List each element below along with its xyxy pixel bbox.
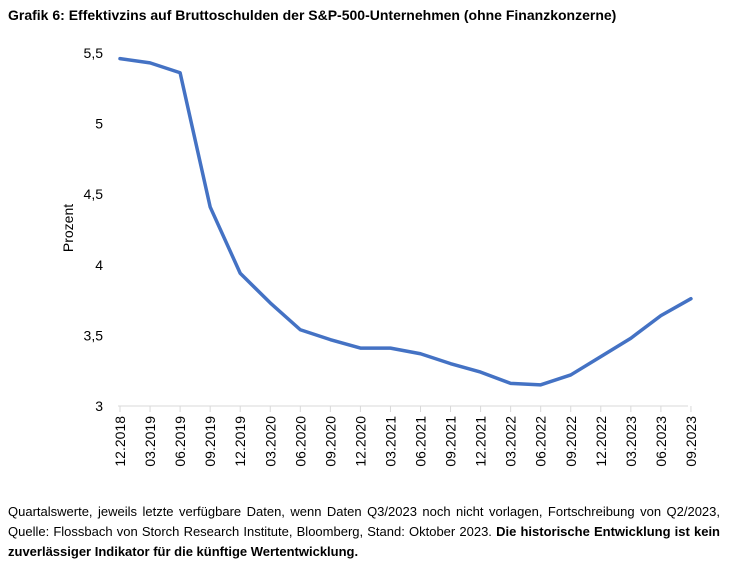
footnote-disclaimer: Die historische Entwicklung ist kein zuv… xyxy=(8,524,720,559)
series-line xyxy=(118,56,693,387)
x-tick-label: 03.2019 xyxy=(142,416,158,467)
x-tick-label: 09.2020 xyxy=(322,416,338,467)
y-tick-label: 4 xyxy=(95,257,103,273)
x-tick-label: 03.2021 xyxy=(382,416,398,467)
x-tick-label: 03.2022 xyxy=(503,416,519,467)
y-tick-label: 3 xyxy=(95,398,103,414)
y-tick-label: 5 xyxy=(95,116,103,132)
x-tick-label: 12.2019 xyxy=(232,416,248,467)
x-tick-label: 09.2022 xyxy=(563,416,579,467)
x-tick-label: 03.2020 xyxy=(262,416,278,467)
y-axis-label: Prozent xyxy=(60,204,76,252)
footnote-text: Quartalswerte, jeweils letzte verfügbare… xyxy=(8,504,720,539)
x-tick-label: 06.2023 xyxy=(653,416,669,467)
line-chart: Prozent 3 3,5 4 4,5 5 5,5 12.2018 03.2019 06.20… xyxy=(60,45,699,467)
x-tick-label: 12.2020 xyxy=(352,416,368,467)
x-tick-label: 06.2019 xyxy=(172,416,188,467)
y-tick-label: 4,5 xyxy=(84,186,104,202)
y-tick-label: 3,5 xyxy=(84,327,104,343)
x-tick-label: 03.2023 xyxy=(623,416,639,467)
x-tick-label: 12.2018 xyxy=(112,416,128,467)
x-tick-label: 09.2023 xyxy=(683,416,699,467)
x-tick-label: 12.2021 xyxy=(473,416,489,467)
x-tick-label: 06.2022 xyxy=(533,416,549,467)
chart-title: Grafik 6: Effektivzins auf Bruttoschulde… xyxy=(8,7,617,23)
x-tick-label: 06.2021 xyxy=(413,416,429,467)
x-tick-label: 09.2021 xyxy=(443,416,459,467)
footnote: Quartalswerte, jeweils letzte verfügbare… xyxy=(8,502,720,562)
x-tick-label: 12.2022 xyxy=(593,416,609,467)
y-tick-label: 5,5 xyxy=(84,45,104,61)
x-tick-label: 06.2020 xyxy=(292,416,308,467)
x-tick-label: 09.2019 xyxy=(202,416,218,467)
